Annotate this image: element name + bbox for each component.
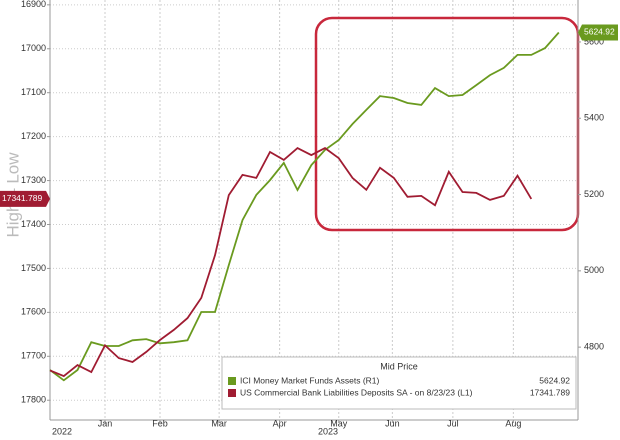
legend-value: 17341.789 — [530, 387, 570, 397]
y-tick-label: 17200 — [21, 131, 46, 141]
x-tick-label: Mar — [211, 418, 227, 428]
y-tick-label: 17100 — [21, 87, 46, 97]
value-badge — [578, 24, 618, 41]
y-tick-label: 17000 — [21, 43, 46, 53]
year-label: 2023 — [318, 426, 338, 436]
y-tick-label: 17400 — [21, 219, 46, 229]
y2-tick-label: 4800 — [584, 342, 604, 352]
y2-tick-label: 5600 — [584, 36, 604, 46]
legend-swatch — [228, 377, 236, 385]
y2-tick-label: 5200 — [584, 189, 604, 199]
x-tick-label: Jun — [385, 418, 400, 428]
x-tick-label: Jan — [98, 418, 113, 428]
x-tick-label: May — [330, 418, 348, 428]
value-badge-label: 17341.789 — [2, 193, 42, 203]
y-tick-label: 17300 — [21, 175, 46, 185]
legend-label: ICI Money Market Funds Assets (R1) — [240, 375, 380, 385]
legend-swatch — [228, 389, 236, 397]
y-tick-label: 17700 — [21, 351, 46, 361]
y-tick-label: 16900 — [21, 0, 46, 9]
y-tick-label: 17800 — [21, 395, 46, 405]
legend-title: Mid Price — [380, 361, 418, 371]
value-badge — [0, 190, 50, 207]
series-line — [49, 31, 560, 382]
x-tick-label: Jul — [447, 418, 459, 428]
legend-value: 5624.92 — [539, 375, 570, 385]
y2-tick-label: 5400 — [584, 113, 604, 123]
year-label: 2022 — [52, 426, 72, 436]
y-tick-label: 17500 — [21, 263, 46, 273]
x-tick-label: Feb — [152, 418, 168, 428]
x-tick-label: Apr — [273, 418, 287, 428]
legend-label: US Commercial Bank Liabilities Deposits … — [240, 387, 473, 397]
y-tick-label: 17600 — [21, 307, 46, 317]
value-badge-label: 5624.92 — [584, 27, 615, 37]
legend-box — [221, 356, 577, 410]
x-tick-label: Aug — [505, 418, 521, 428]
y2-tick-label: 5000 — [584, 265, 604, 275]
series-line — [49, 147, 533, 378]
